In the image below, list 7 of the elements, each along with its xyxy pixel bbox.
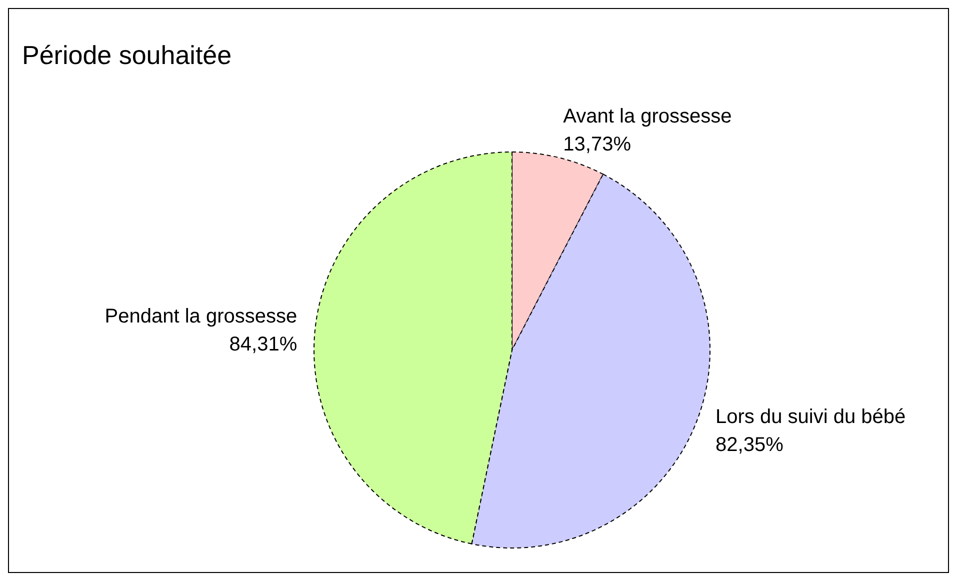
data-label: 84,31% [229, 333, 298, 356]
slice-label: Avant la grossesse [563, 106, 732, 128]
chart-title: Période souhaitée [22, 40, 232, 70]
data-label: 13,73% [563, 134, 632, 156]
slice-label: Pendant la grossesse [104, 305, 298, 328]
slice-label: Lors du suivi du bébé [716, 406, 906, 428]
data-label: 82,35% [716, 434, 784, 456]
